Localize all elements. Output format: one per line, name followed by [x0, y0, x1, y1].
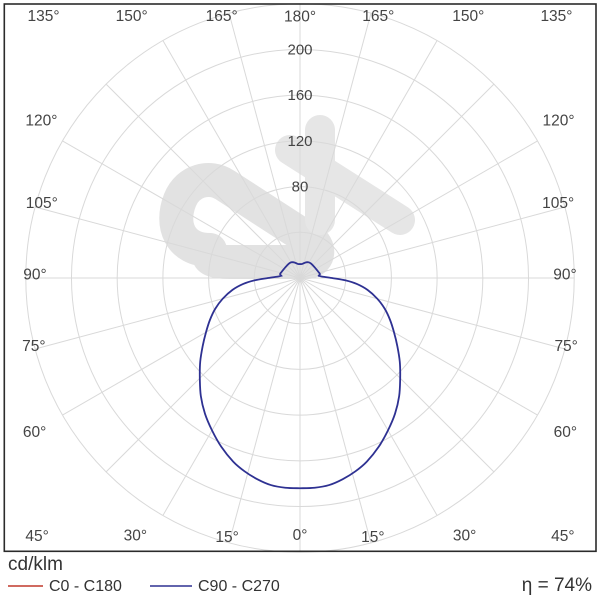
svg-text:165°: 165° — [206, 8, 238, 25]
svg-text:0°: 0° — [293, 527, 308, 544]
svg-text:120°: 120° — [25, 112, 57, 129]
svg-text:15°: 15° — [361, 529, 384, 546]
svg-text:160: 160 — [287, 87, 312, 104]
svg-text:135°: 135° — [540, 8, 572, 25]
svg-text:150°: 150° — [452, 8, 484, 25]
svg-text:90°: 90° — [553, 266, 576, 283]
svg-text:75°: 75° — [22, 338, 45, 355]
svg-text:15°: 15° — [215, 529, 238, 546]
svg-text:200: 200 — [287, 41, 312, 58]
svg-text:60°: 60° — [23, 424, 46, 441]
svg-text:105°: 105° — [26, 195, 58, 212]
svg-text:45°: 45° — [551, 528, 574, 545]
svg-text:η = 74%: η = 74% — [522, 575, 592, 596]
svg-text:90°: 90° — [23, 266, 46, 283]
svg-text:120: 120 — [287, 133, 312, 150]
svg-text:150°: 150° — [116, 8, 148, 25]
svg-text:180°: 180° — [284, 8, 316, 25]
svg-text:80: 80 — [292, 179, 309, 196]
svg-text:30°: 30° — [124, 527, 147, 544]
svg-text:75°: 75° — [554, 338, 577, 355]
svg-text:30°: 30° — [453, 527, 476, 544]
svg-text:120°: 120° — [543, 112, 575, 129]
svg-text:45°: 45° — [25, 528, 48, 545]
svg-text:165°: 165° — [362, 8, 394, 25]
svg-text:60°: 60° — [554, 424, 577, 441]
svg-text:135°: 135° — [28, 8, 60, 25]
svg-text:C90 - C270: C90 - C270 — [198, 578, 280, 595]
svg-text:cd/klm: cd/klm — [8, 554, 63, 575]
svg-text:105°: 105° — [542, 195, 574, 212]
svg-text:C0 - C180: C0 - C180 — [49, 578, 122, 595]
